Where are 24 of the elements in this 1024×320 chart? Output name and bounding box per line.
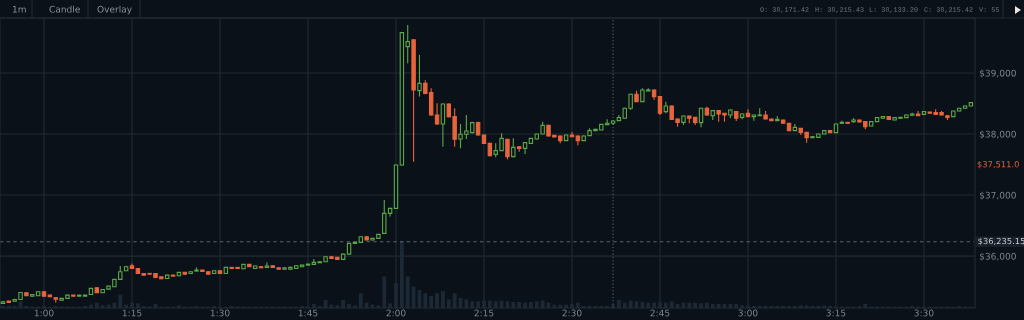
x-tick-label: 3:30 <box>914 309 934 317</box>
text: $37,511.0 <box>977 160 1019 169</box>
text: 1m <box>12 5 26 13</box>
candlestick <box>657 95 663 116</box>
x-tick-label: 3:00 <box>738 309 758 317</box>
x-tick-label: 1:15 <box>122 309 142 317</box>
x-tick-label: 2:30 <box>562 309 582 317</box>
y-tick-label: $39,000 <box>979 69 1016 78</box>
candlestick <box>440 102 446 148</box>
x-tick-label: 2:15 <box>474 309 494 317</box>
text: Candle <box>49 5 80 13</box>
x-tick-label: 2:00 <box>386 309 406 317</box>
text: Overlay <box>97 5 132 15</box>
x-tick-label: 1:30 <box>210 309 230 317</box>
ref-line-label: $36,235.15 <box>978 237 1024 246</box>
x-tick-label: 2:45 <box>650 309 670 317</box>
y-tick-label: $38,000 <box>979 130 1016 139</box>
x-tick-label: 1:00 <box>34 309 54 317</box>
candlestick <box>264 261 270 269</box>
x-tick-label: 3:15 <box>826 309 846 317</box>
candlestick <box>417 54 422 98</box>
x-tick-label: 1:45 <box>298 309 318 317</box>
y-tick-label: $36,000 <box>979 252 1016 261</box>
y-tick-label: $37,000 <box>979 191 1016 200</box>
